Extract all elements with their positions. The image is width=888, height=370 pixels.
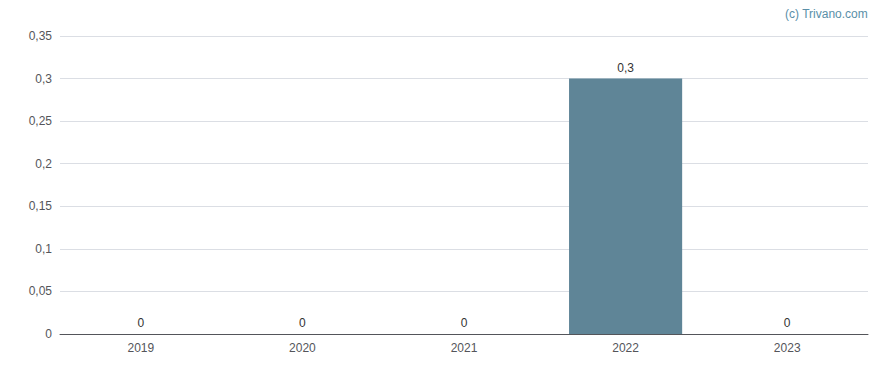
svg-text:0,3: 0,3 [617, 61, 634, 75]
svg-text:0,15: 0,15 [29, 199, 53, 213]
svg-text:0: 0 [137, 316, 144, 330]
svg-text:2022: 2022 [612, 341, 639, 355]
svg-text:2023: 2023 [774, 341, 801, 355]
svg-text:2020: 2020 [289, 341, 316, 355]
svg-text:0: 0 [299, 316, 306, 330]
svg-text:0: 0 [461, 316, 468, 330]
svg-text:0,05: 0,05 [29, 284, 53, 298]
svg-text:0: 0 [784, 316, 791, 330]
svg-text:0,2: 0,2 [35, 157, 52, 171]
svg-text:0,25: 0,25 [29, 114, 53, 128]
svg-text:2019: 2019 [127, 341, 154, 355]
svg-text:2021: 2021 [451, 341, 478, 355]
svg-text:0,35: 0,35 [29, 29, 53, 43]
svg-text:(c) Trivano.com: (c) Trivano.com [785, 7, 868, 21]
svg-text:0,3: 0,3 [35, 72, 52, 86]
svg-text:0: 0 [45, 327, 52, 341]
svg-text:0,1: 0,1 [35, 242, 52, 256]
